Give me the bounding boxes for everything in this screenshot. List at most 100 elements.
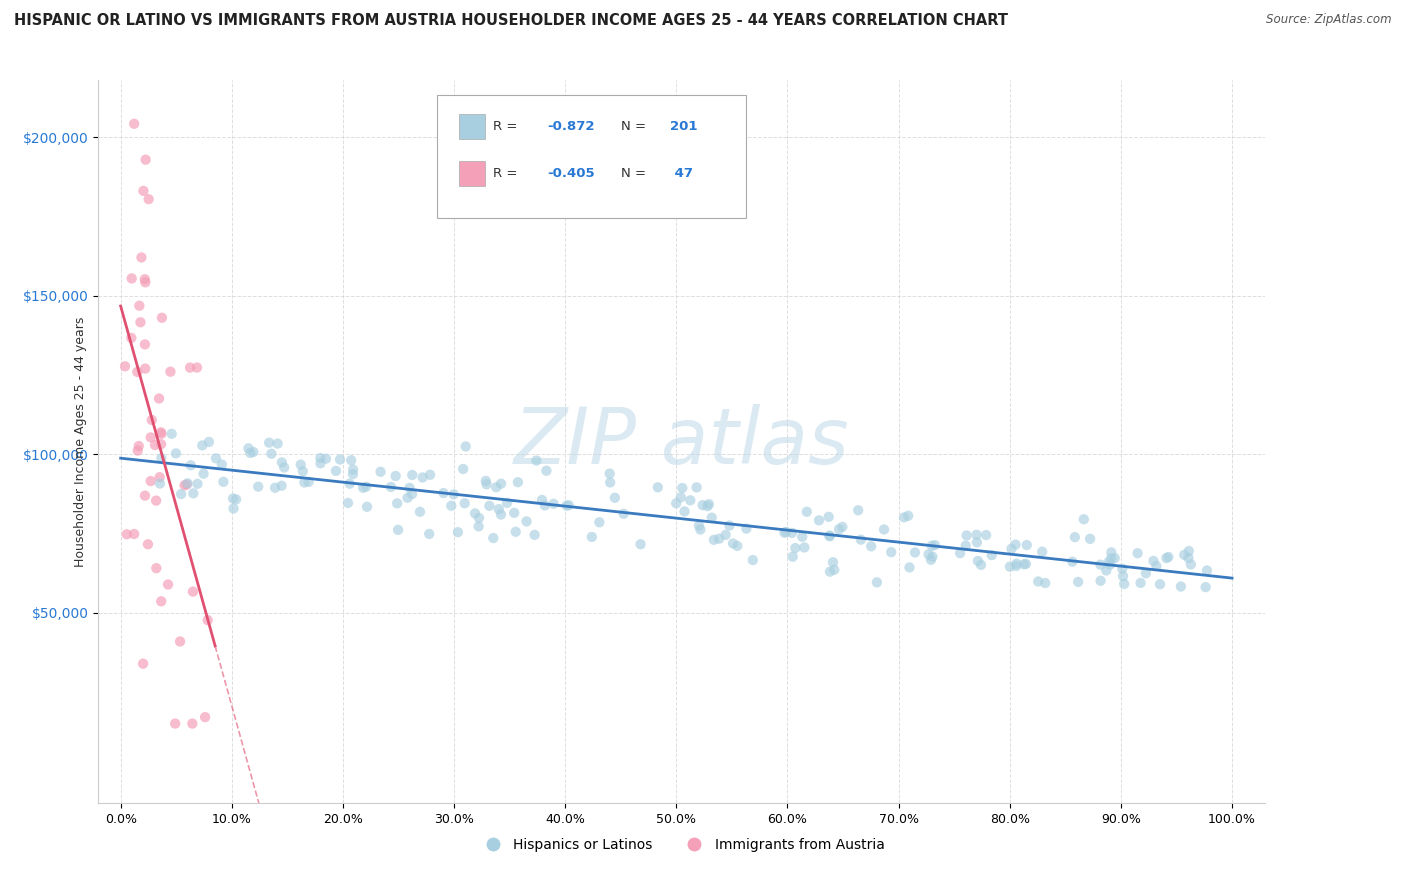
Text: -0.405: -0.405 (548, 167, 595, 180)
Point (818, 528, 841, 542)
Point (136, 537, 159, 551)
Point (290, 458, 312, 472)
Point (780, 525, 803, 540)
Point (679, 493, 702, 508)
Point (160, 426, 183, 441)
Point (387, 523, 409, 537)
Point (1142, 554, 1164, 568)
Point (921, 549, 943, 564)
Point (193, 467, 215, 481)
Point (920, 553, 942, 567)
Point (292, 475, 315, 490)
Point (418, 527, 440, 541)
Point (149, 425, 172, 440)
Point (873, 523, 896, 537)
Point (503, 506, 526, 520)
Point (714, 528, 737, 542)
Point (489, 476, 512, 491)
Point (966, 528, 988, 542)
Point (671, 481, 693, 495)
Point (1099, 558, 1122, 572)
Point (447, 525, 470, 540)
Point (149, 476, 172, 491)
Point (1170, 580, 1192, 594)
Point (860, 539, 883, 553)
Point (588, 515, 610, 529)
Point (468, 511, 491, 525)
Point (536, 464, 558, 478)
Point (817, 509, 839, 524)
Point (150, 310, 173, 325)
Point (613, 507, 636, 521)
Point (1180, 558, 1202, 572)
Point (1195, 563, 1218, 577)
Point (120, 331, 142, 345)
Point (949, 546, 972, 560)
Point (866, 575, 889, 590)
Point (974, 528, 997, 542)
FancyBboxPatch shape (458, 161, 485, 186)
Point (170, 487, 193, 501)
Point (599, 475, 621, 490)
Point (1104, 551, 1126, 566)
Point (818, 565, 841, 579)
Point (122, 117, 145, 131)
Point (150, 451, 173, 466)
Point (443, 487, 465, 501)
Point (412, 470, 434, 484)
Point (352, 481, 374, 495)
Point (1026, 574, 1049, 589)
Point (385, 496, 408, 510)
Point (1149, 577, 1171, 591)
Point (793, 541, 815, 555)
Point (785, 541, 807, 555)
Point (145, 493, 167, 508)
Point (145, 561, 167, 575)
Point (599, 467, 621, 481)
Point (222, 491, 245, 506)
Point (898, 560, 921, 574)
Point (128, 439, 150, 453)
Point (924, 538, 946, 552)
Point (808, 513, 831, 527)
Point (846, 503, 869, 517)
Point (692, 498, 714, 512)
Point (354, 480, 377, 494)
Point (1062, 555, 1084, 569)
Point (135, 153, 157, 167)
Point (998, 559, 1021, 574)
Point (1033, 576, 1056, 591)
FancyBboxPatch shape (437, 95, 747, 218)
Point (132, 184, 155, 198)
Point (603, 491, 626, 505)
Point (1112, 569, 1135, 583)
Point (482, 531, 505, 545)
Point (150, 437, 173, 451)
Point (186, 360, 208, 375)
Point (134, 489, 156, 503)
Point (721, 536, 744, 550)
Point (823, 563, 845, 577)
Point (454, 440, 477, 454)
Point (134, 276, 156, 290)
FancyBboxPatch shape (458, 114, 485, 139)
Point (467, 519, 489, 533)
Point (260, 447, 283, 461)
Point (669, 491, 692, 505)
Point (1090, 558, 1112, 572)
Point (773, 525, 796, 540)
Point (828, 522, 851, 536)
Point (273, 460, 295, 475)
Point (647, 480, 669, 494)
Point (128, 299, 150, 313)
Point (1073, 512, 1095, 526)
Point (697, 497, 720, 511)
Point (370, 465, 392, 479)
Point (325, 464, 347, 478)
Text: N =: N = (621, 120, 651, 133)
Point (114, 359, 136, 374)
Point (685, 480, 707, 494)
Point (543, 497, 565, 511)
Point (1012, 558, 1035, 572)
Point (149, 470, 172, 484)
